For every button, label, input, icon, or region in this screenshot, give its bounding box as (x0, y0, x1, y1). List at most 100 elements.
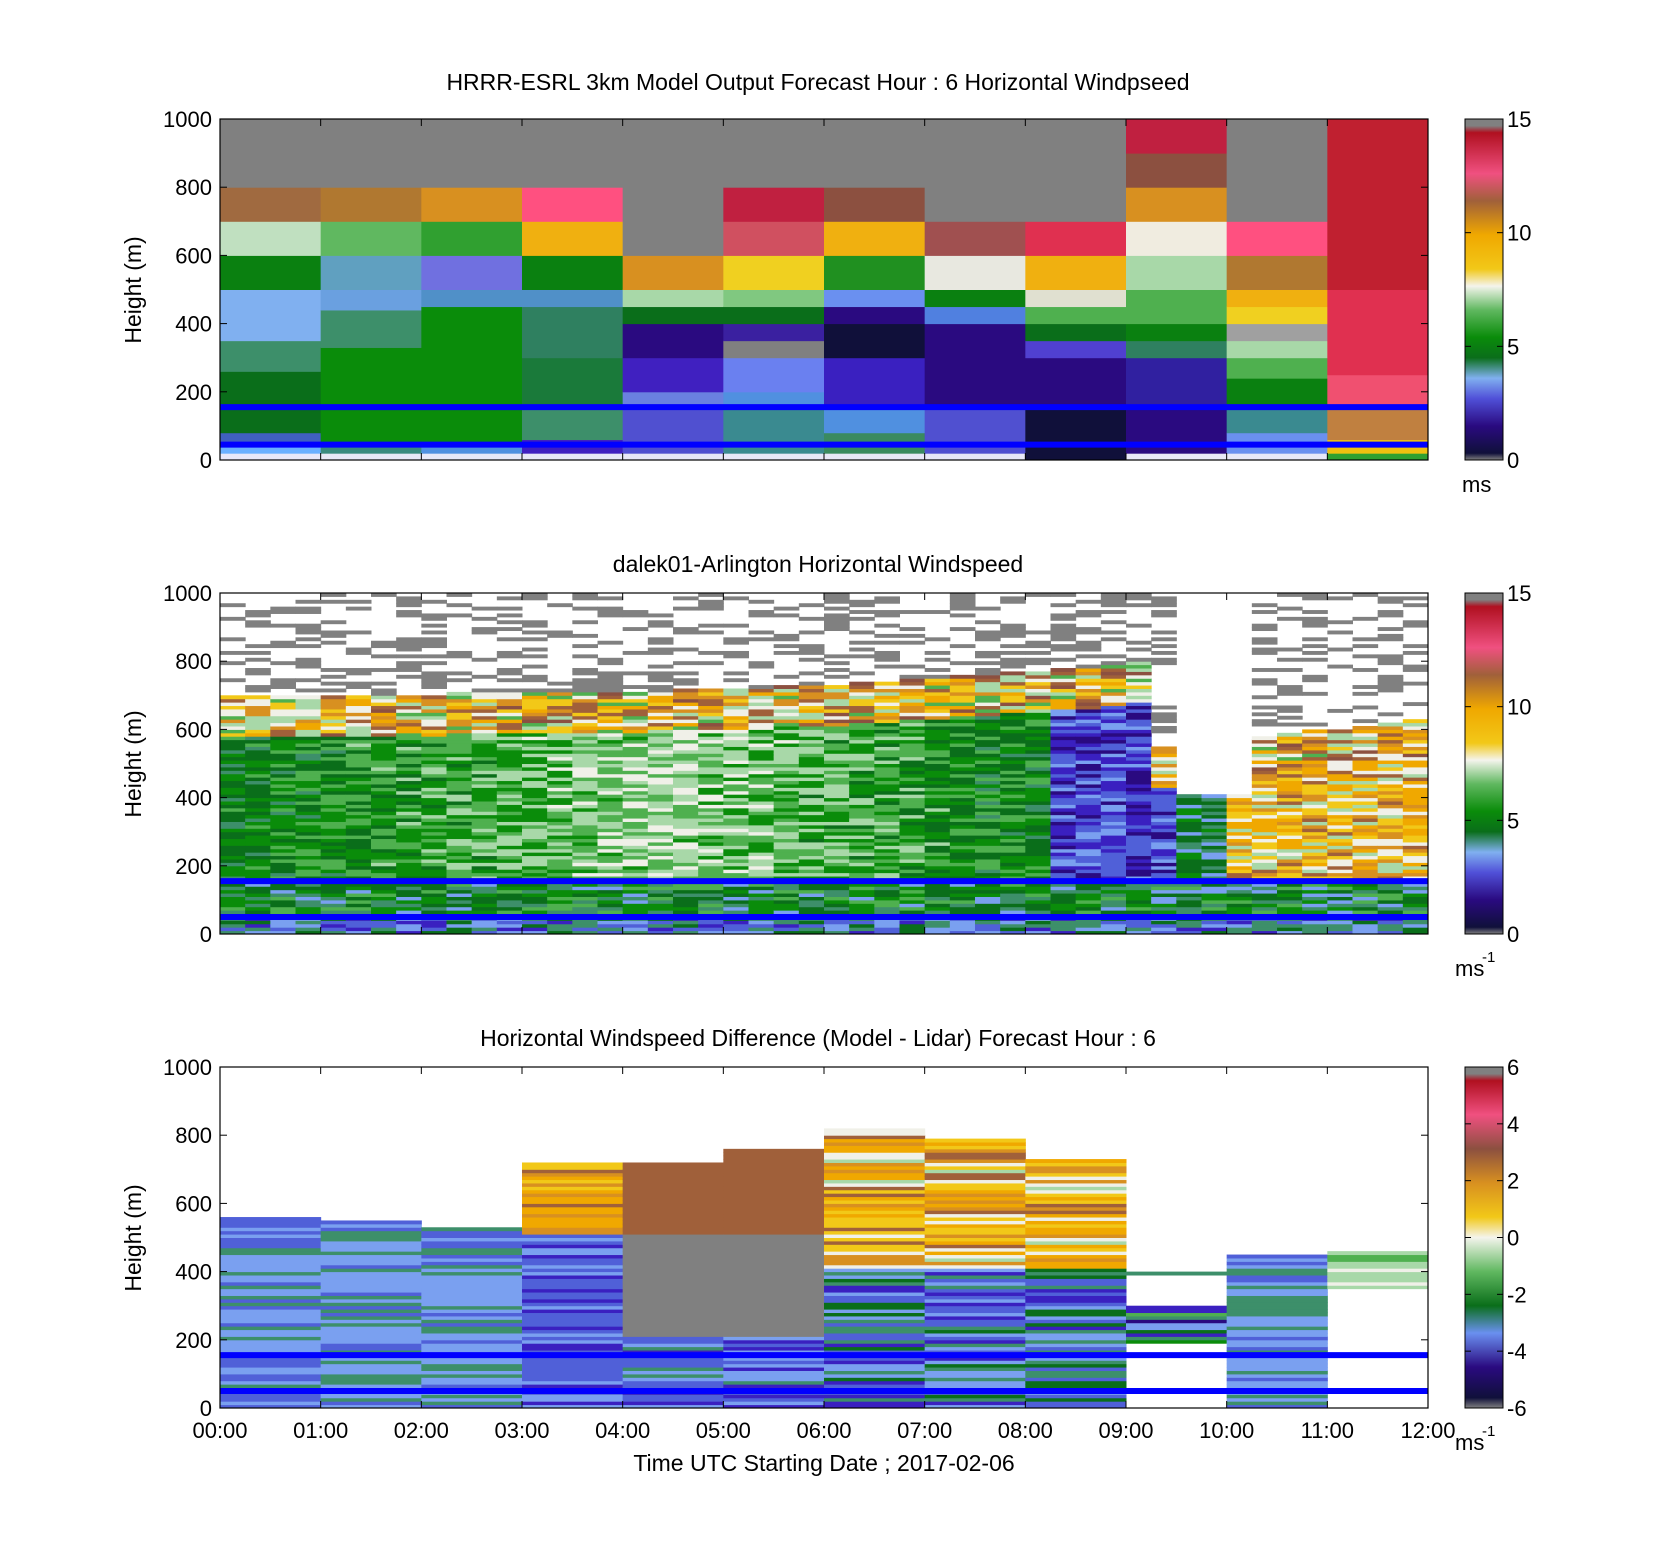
lidar-cell (949, 729, 976, 734)
lidar-cell (1176, 872, 1202, 877)
lidar-cell (1251, 835, 1278, 840)
lidar-cell (824, 845, 850, 850)
lidar-cell (446, 811, 473, 816)
lidar-cell (899, 678, 926, 683)
lidar-cell (824, 777, 850, 782)
lidar-cell (673, 858, 699, 863)
lidar-cell (949, 872, 976, 877)
lidar-cell (1126, 927, 1152, 932)
difference-cell (522, 1179, 624, 1184)
lidar-cell (1000, 753, 1026, 758)
lidar-cell (899, 927, 926, 932)
lidar-cell (647, 708, 674, 713)
lidar-cell (1402, 876, 1429, 880)
difference-cell (522, 1356, 624, 1361)
lidar-cell (421, 828, 447, 833)
difference-cell (220, 1309, 322, 1314)
lidar-cell (270, 722, 296, 727)
difference-cell (1025, 1281, 1127, 1286)
lidar-cell (572, 848, 598, 853)
lidar-cell (748, 923, 775, 928)
lidar-cell (1025, 644, 1051, 649)
difference-cell (320, 1295, 422, 1300)
lidar-cell (396, 828, 422, 833)
lidar-cell (773, 732, 800, 737)
lidar-cell (1100, 824, 1127, 829)
lidar-cell (798, 691, 825, 696)
lidar-cell (572, 712, 598, 717)
difference-cell (1226, 1397, 1328, 1402)
model-cell (220, 221, 322, 256)
difference-cell (320, 1315, 422, 1320)
difference-cell (1025, 1189, 1127, 1194)
lidar-cell (849, 725, 875, 730)
lidar-cell (1000, 770, 1026, 775)
lidar-cell (572, 749, 598, 754)
lidar-cell (522, 777, 548, 782)
difference-cell (723, 1165, 825, 1170)
lidar-cell (522, 678, 548, 683)
lidar-cell (1327, 828, 1353, 833)
difference-cell (1025, 1172, 1127, 1177)
difference-cell (924, 1339, 1026, 1344)
lidar-cell (1277, 766, 1303, 771)
lidar-cell (798, 732, 825, 737)
lidar-cell (1000, 763, 1026, 768)
lidar-cell (597, 661, 624, 666)
lidar-cell (673, 739, 699, 744)
lidar-cell (522, 773, 548, 778)
lidar-cell (824, 688, 850, 693)
lidar-cell (1075, 906, 1102, 911)
lidar-cell (622, 749, 649, 754)
difference-cell (824, 1128, 926, 1133)
lidar-cell (849, 671, 875, 676)
lidar-cell (1151, 630, 1177, 635)
lidar-cell (371, 770, 397, 775)
lidar-cell (874, 927, 900, 932)
lidar-cell (371, 783, 397, 788)
lidar-cell (522, 593, 548, 597)
lidar-cell (421, 889, 447, 894)
difference-cell (1126, 1315, 1228, 1320)
lidar-cell (446, 852, 473, 857)
lidar-cell (446, 845, 473, 850)
difference-cell (924, 1312, 1026, 1317)
lidar-cell (1302, 848, 1328, 853)
lidar-cell (824, 685, 850, 689)
lidar-cell (647, 818, 674, 822)
lidar-cell (1377, 743, 1404, 747)
lidar-cell (522, 746, 548, 751)
difference-cell (824, 1281, 926, 1286)
lidar-cell (1377, 845, 1404, 850)
lidar-cell (1000, 671, 1026, 676)
lidar-cell (1100, 732, 1127, 737)
lidar-cell (723, 760, 749, 764)
lidar-cell (421, 858, 447, 863)
difference-cell (824, 1227, 926, 1232)
lidar-cell (1075, 889, 1102, 894)
lidar-cell (622, 858, 649, 863)
lidar-cell (975, 780, 1001, 785)
lidar-cell (874, 903, 900, 908)
lidar-cell (1402, 893, 1429, 897)
lidar-cell (824, 674, 850, 679)
lidar-cell (899, 882, 926, 887)
difference-cell (320, 1309, 422, 1314)
lidar-cell (1277, 685, 1303, 689)
lidar-cell (1402, 749, 1429, 754)
lidar-cell (471, 852, 498, 857)
lidar-cell (1352, 848, 1379, 853)
difference-cell (1226, 1367, 1328, 1371)
lidar-cell (824, 627, 850, 632)
lidar-cell (773, 743, 800, 747)
difference-cell (924, 1281, 1026, 1286)
lidar-cell (371, 756, 397, 761)
difference-cell (824, 1285, 926, 1290)
lidar-cell (371, 818, 397, 822)
lidar-cell (1402, 896, 1429, 901)
lidar-cell (295, 715, 322, 720)
lidar-cell (446, 787, 473, 792)
lidar-cell (1100, 821, 1127, 826)
lidar-cell (1251, 705, 1278, 710)
lidar-cell (446, 671, 473, 676)
